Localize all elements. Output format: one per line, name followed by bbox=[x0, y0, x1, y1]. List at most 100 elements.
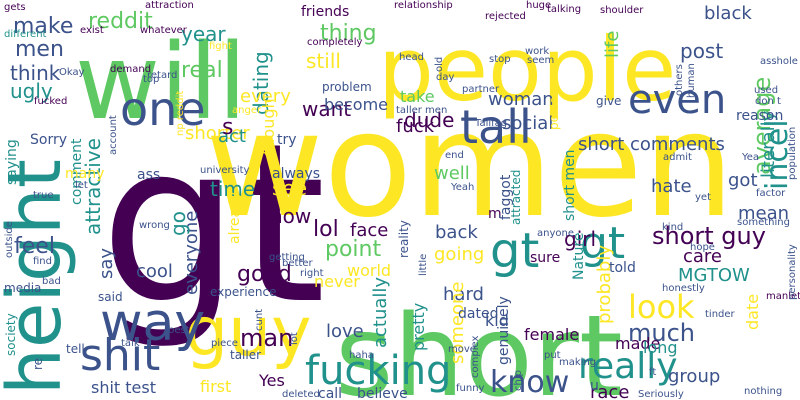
word-society: society bbox=[4, 313, 18, 356]
word-cunt: cunt bbox=[254, 309, 265, 331]
word-account: account bbox=[108, 115, 119, 155]
word-pretty: pretty bbox=[409, 303, 428, 351]
word-ugly: ugly bbox=[10, 79, 53, 103]
word-saying: saying bbox=[4, 139, 20, 185]
word-made: made bbox=[615, 334, 660, 353]
word-nature: Nature bbox=[571, 233, 587, 280]
word-say: say bbox=[96, 248, 117, 279]
word-attraction: attraction bbox=[145, 0, 194, 11]
word-man: man bbox=[240, 324, 293, 352]
word-human: human bbox=[686, 63, 697, 98]
word-literally: literally bbox=[758, 110, 779, 178]
word-fuck: fuck bbox=[396, 116, 435, 137]
word-m: m bbox=[488, 206, 502, 222]
word-fucked: fucked bbox=[34, 96, 67, 107]
word-got: got bbox=[728, 170, 758, 191]
word-much: much bbox=[628, 319, 695, 347]
word-deleted: deleted bbox=[282, 389, 320, 400]
word-mean: mean bbox=[738, 203, 789, 224]
word-probably: probably bbox=[594, 245, 615, 324]
word-better: better bbox=[282, 258, 313, 269]
word-np-reddit: np reddit bbox=[175, 91, 186, 136]
word-every: every bbox=[240, 86, 291, 107]
word-different: different bbox=[4, 29, 47, 40]
word-post: post bbox=[680, 39, 723, 63]
word-friends: friends bbox=[301, 4, 349, 20]
word-rejected: rejected bbox=[485, 11, 526, 22]
word-see: see bbox=[272, 176, 307, 200]
word-actually: actually bbox=[370, 277, 391, 348]
word-work: work bbox=[525, 46, 549, 57]
word-right: right bbox=[300, 268, 324, 279]
word-date: date bbox=[743, 294, 762, 330]
word-reason: reason bbox=[736, 108, 783, 124]
word-feel: feel bbox=[14, 234, 55, 259]
word-care: care bbox=[683, 246, 722, 267]
word-hope: hope bbox=[690, 242, 715, 253]
word-gt-mid-1: gt bbox=[490, 223, 539, 279]
word-best: best bbox=[168, 325, 190, 336]
word-dated: dated bbox=[458, 306, 498, 322]
word-long: long bbox=[643, 338, 678, 357]
word-one: one bbox=[120, 82, 206, 136]
word-thing: thing bbox=[320, 21, 377, 46]
word-gt-huge: gt bbox=[100, 96, 326, 352]
word-wrong: wrong bbox=[139, 220, 170, 231]
word-going: going bbox=[434, 244, 484, 265]
word-factor: factor bbox=[756, 188, 786, 199]
word-look: look bbox=[628, 288, 695, 326]
word-become: become bbox=[324, 95, 388, 114]
word-black: black bbox=[704, 3, 752, 24]
word-genuinely: genuinely bbox=[496, 296, 512, 365]
word-never: never bbox=[314, 272, 360, 291]
word-lot: lot bbox=[289, 332, 300, 345]
word-call: call bbox=[318, 386, 342, 400]
word-gets: gets bbox=[4, 2, 26, 13]
word-attracted: attracted bbox=[509, 170, 523, 225]
word-said: said bbox=[98, 290, 123, 304]
word-good: good bbox=[237, 262, 292, 287]
word-everyone: everyone bbox=[181, 211, 202, 295]
word-men: men bbox=[15, 37, 64, 62]
word-asshole: asshole bbox=[760, 56, 798, 67]
word-dating: dating bbox=[249, 51, 273, 115]
word-back: back bbox=[435, 222, 478, 243]
word-piece: piece bbox=[211, 338, 238, 349]
word-cool: cool bbox=[136, 261, 173, 282]
word-comment: comment bbox=[69, 138, 85, 205]
word-ass: ass bbox=[137, 167, 160, 183]
word-girl: girl bbox=[564, 227, 596, 251]
word-short-guy: short guy bbox=[652, 222, 766, 250]
word-faggot: faggot bbox=[498, 174, 514, 220]
word-female: female bbox=[524, 325, 579, 344]
word-anyone: anyone bbox=[537, 228, 574, 239]
word-whatever: whatever bbox=[140, 25, 188, 36]
word-people: people bbox=[378, 18, 676, 121]
word-guy: guy bbox=[185, 293, 312, 372]
word-end: end bbox=[445, 150, 464, 161]
word-something: something bbox=[737, 217, 790, 228]
word-fight: fight bbox=[209, 41, 232, 52]
word-think: think bbox=[10, 61, 61, 85]
word-reality: reality bbox=[397, 220, 411, 258]
word-mgtow: MGTOW bbox=[678, 265, 750, 286]
word-kind: kind bbox=[662, 222, 683, 233]
word-love: love bbox=[326, 321, 364, 342]
word-top: top bbox=[143, 74, 159, 85]
word-someone: someone bbox=[447, 282, 468, 365]
word-tell: tell bbox=[66, 342, 85, 356]
word-take: take bbox=[400, 87, 435, 106]
word-dont: don t bbox=[755, 96, 781, 107]
word-experience: experience bbox=[210, 285, 277, 299]
word-exist: exist bbox=[80, 25, 104, 36]
word-used: used bbox=[754, 85, 778, 96]
word-yet: yet bbox=[695, 192, 711, 203]
word-find: find bbox=[33, 256, 52, 267]
word-demand: demand bbox=[110, 64, 151, 75]
word-honestly: honestly bbox=[662, 283, 705, 294]
word-dude: dude bbox=[404, 108, 454, 132]
word-population: population bbox=[787, 127, 798, 180]
